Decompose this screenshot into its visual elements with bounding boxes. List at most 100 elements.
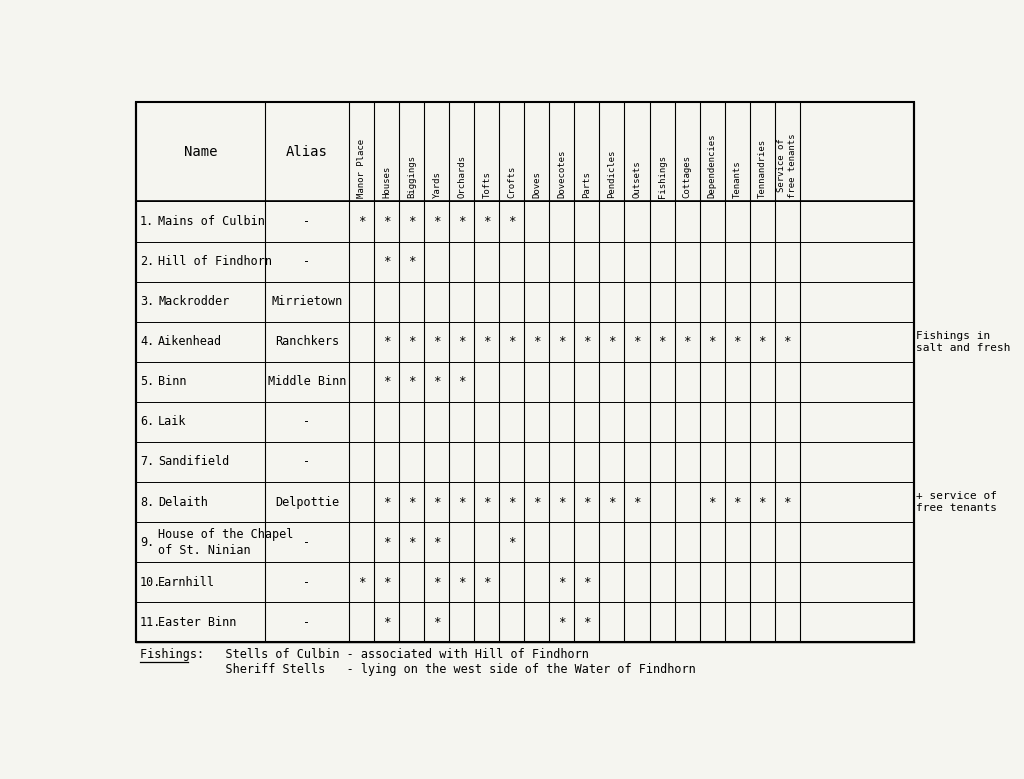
Text: Biggings: Biggings	[408, 155, 417, 198]
Text: *: *	[584, 495, 591, 509]
Text: *: *	[483, 215, 490, 228]
Text: *: *	[483, 335, 490, 348]
Text: -: -	[303, 456, 310, 468]
Text: *: *	[608, 335, 615, 348]
Text: *: *	[358, 576, 366, 589]
Text: 7.: 7.	[140, 456, 155, 468]
Text: *: *	[458, 576, 466, 589]
Text: Fishings: Fishings	[657, 155, 667, 198]
Text: Parts: Parts	[583, 171, 592, 198]
Text: *: *	[409, 215, 416, 228]
Text: Service of
free tenants: Service of free tenants	[777, 133, 797, 198]
Text: Outsets: Outsets	[633, 160, 641, 198]
Text: 5.: 5.	[140, 375, 155, 388]
Text: Sheriff Stells   - lying on the west side of the Water of Findhorn: Sheriff Stells - lying on the west side …	[140, 663, 695, 676]
Text: *: *	[483, 495, 490, 509]
Text: Houses: Houses	[382, 166, 391, 198]
Text: *: *	[358, 215, 366, 228]
Text: *: *	[733, 335, 740, 348]
Text: *: *	[458, 335, 466, 348]
Text: *: *	[558, 576, 565, 589]
Text: *: *	[433, 615, 440, 629]
Text: *: *	[383, 215, 390, 228]
Text: -: -	[303, 576, 310, 589]
Text: 8.: 8.	[140, 495, 155, 509]
Text: Orchards: Orchards	[458, 155, 466, 198]
Text: -: -	[303, 615, 310, 629]
Text: Easter Binn: Easter Binn	[158, 615, 237, 629]
Text: *: *	[409, 335, 416, 348]
Text: Binn: Binn	[158, 375, 186, 388]
Text: *: *	[433, 536, 440, 548]
Text: *: *	[409, 255, 416, 268]
Text: *: *	[633, 335, 641, 348]
Text: *: *	[433, 215, 440, 228]
Text: 4.: 4.	[140, 335, 155, 348]
Text: Doves: Doves	[532, 171, 542, 198]
Text: *: *	[608, 495, 615, 509]
Text: *: *	[759, 495, 766, 509]
Text: Middle Binn: Middle Binn	[268, 375, 346, 388]
Text: *: *	[433, 576, 440, 589]
Text: 1.: 1.	[140, 215, 155, 228]
Text: Laik: Laik	[158, 415, 186, 428]
Text: *: *	[508, 215, 516, 228]
Text: *: *	[508, 536, 516, 548]
Text: Ranchkers: Ranchkers	[275, 335, 339, 348]
Text: Tofts: Tofts	[482, 171, 492, 198]
Text: Crofts: Crofts	[508, 166, 516, 198]
Text: *: *	[383, 335, 390, 348]
Text: 10.: 10.	[140, 576, 161, 589]
Text: *: *	[558, 495, 565, 509]
Text: *: *	[458, 495, 466, 509]
Text: Yards: Yards	[432, 171, 441, 198]
Text: *: *	[508, 495, 516, 509]
Text: *: *	[658, 335, 666, 348]
Text: 6.: 6.	[140, 415, 155, 428]
Text: *: *	[508, 335, 516, 348]
Text: Fishings in
salt and fresh: Fishings in salt and fresh	[916, 330, 1011, 353]
Text: Aikenhead: Aikenhead	[158, 335, 222, 348]
Text: Delaith: Delaith	[158, 495, 208, 509]
Text: Cottages: Cottages	[683, 155, 691, 198]
Text: -: -	[303, 536, 310, 548]
Text: Fishings:   Stells of Culbin - associated with Hill of Findhorn: Fishings: Stells of Culbin - associated …	[140, 647, 589, 661]
Text: Alias: Alias	[286, 145, 328, 159]
Text: Sandifield: Sandifield	[158, 456, 229, 468]
Text: *: *	[733, 495, 740, 509]
Text: *: *	[383, 615, 390, 629]
Text: *: *	[534, 495, 541, 509]
Text: *: *	[409, 375, 416, 388]
Text: *: *	[383, 576, 390, 589]
Text: *: *	[458, 215, 466, 228]
Text: 11.: 11.	[140, 615, 161, 629]
Text: -: -	[303, 415, 310, 428]
Text: Dependencies: Dependencies	[708, 133, 717, 198]
Text: *: *	[383, 495, 390, 509]
Text: Name: Name	[183, 145, 217, 159]
Text: *: *	[584, 576, 591, 589]
Text: *: *	[458, 375, 466, 388]
Text: *: *	[383, 375, 390, 388]
Text: *: *	[783, 335, 791, 348]
Text: *: *	[483, 576, 490, 589]
Text: *: *	[709, 335, 716, 348]
Text: *: *	[558, 615, 565, 629]
Text: + service of
free tenants: + service of free tenants	[916, 491, 997, 513]
Text: *: *	[558, 335, 565, 348]
Text: Delpottie: Delpottie	[275, 495, 339, 509]
Text: Mackrodder: Mackrodder	[158, 295, 229, 308]
Text: -: -	[303, 215, 310, 228]
Text: *: *	[584, 335, 591, 348]
Text: *: *	[409, 536, 416, 548]
Text: *: *	[709, 495, 716, 509]
Text: *: *	[759, 335, 766, 348]
Text: Mirrietown: Mirrietown	[271, 295, 343, 308]
Text: Dovecotes: Dovecotes	[557, 150, 566, 198]
Text: *: *	[409, 495, 416, 509]
Text: *: *	[534, 335, 541, 348]
Text: Tennandries: Tennandries	[758, 139, 767, 198]
Text: *: *	[683, 335, 691, 348]
Text: Tenants: Tenants	[732, 160, 741, 198]
Text: 2.: 2.	[140, 255, 155, 268]
